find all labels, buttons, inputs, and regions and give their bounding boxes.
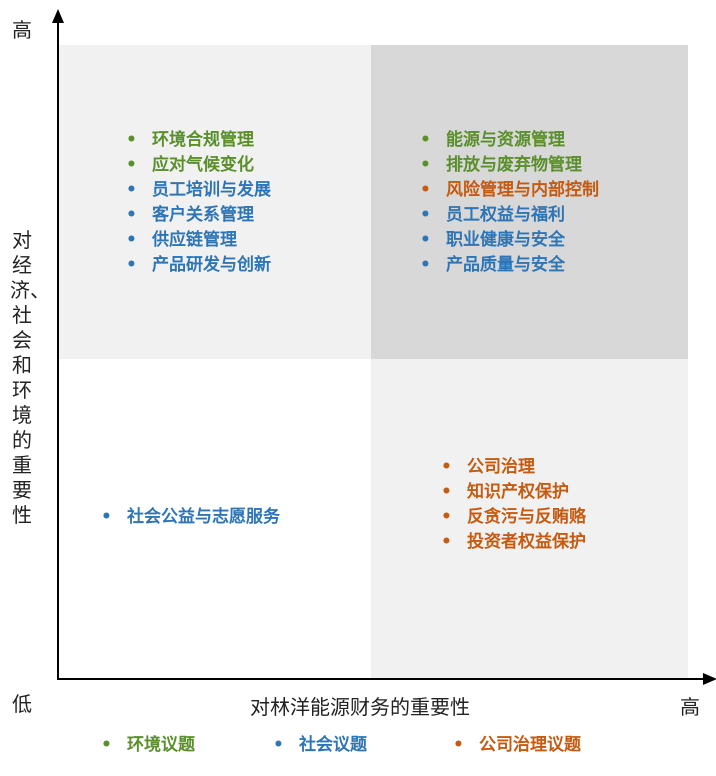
x-axis-high-label: 高 xyxy=(680,695,700,719)
y-axis-line xyxy=(57,20,59,680)
topic-label: 反贪污与反贿赂 xyxy=(467,507,586,527)
topic-item: • 环境合规管理 xyxy=(126,128,271,153)
topic-item: • 产品研发与创新 xyxy=(126,253,271,278)
legend-label: 社会议题 xyxy=(299,735,367,755)
bottom-right-topic-list: • 公司治理 • 知识产权保护 • 反贪污与反贿赂 • 投资者权益保护 xyxy=(441,455,586,555)
bullet-icon: • xyxy=(441,482,452,502)
bullet-icon: • xyxy=(126,130,137,150)
topic-label: 产品研发与创新 xyxy=(152,255,271,275)
topic-label: 员工培训与发展 xyxy=(152,180,271,200)
topic-item: • 应对气候变化 xyxy=(126,153,271,178)
x-axis-arrow-icon xyxy=(703,673,716,685)
legend-entry-gov: • 公司治理议题 xyxy=(453,730,581,755)
bullet-icon: • xyxy=(420,205,431,225)
quadrant-bottom-left xyxy=(58,359,371,679)
bullet-icon: • xyxy=(273,735,284,755)
bullet-icon: • xyxy=(420,180,431,200)
topic-item: • 供应链管理 xyxy=(126,228,271,253)
x-axis-title: 对林洋能源财务的重要性 xyxy=(250,695,470,719)
y-axis-high-label: 高 xyxy=(12,18,32,42)
bullet-icon: • xyxy=(420,230,431,250)
bullet-icon: • xyxy=(453,735,464,755)
bullet-icon: • xyxy=(126,255,137,275)
legend-entry-env: • 环境议题 xyxy=(101,730,195,755)
topic-label: 知识产权保护 xyxy=(467,482,569,502)
bullet-icon: • xyxy=(126,230,137,250)
topic-item: • 产品质量与安全 xyxy=(420,253,599,278)
topic-label: 排放与废弃物管理 xyxy=(446,155,582,175)
topic-item: • 社会公益与志愿服务 xyxy=(101,505,280,530)
x-axis-low-label: 低 xyxy=(12,692,32,716)
topic-label: 应对气候变化 xyxy=(152,155,254,175)
quadrant-bottom-right xyxy=(371,359,688,679)
y-axis-arrow-icon xyxy=(52,9,64,23)
bullet-icon: • xyxy=(420,130,431,150)
topic-label: 风险管理与内部控制 xyxy=(446,180,599,200)
legend-label: 环境议题 xyxy=(127,735,195,755)
legend-entry-social: • 社会议题 xyxy=(273,730,367,755)
topic-label: 员工权益与福利 xyxy=(446,205,565,225)
topic-label: 能源与资源管理 xyxy=(446,130,565,150)
top-left-topic-list: • 环境合规管理 • 应对气候变化 • 员工培训与发展 • 客户关系管理 • 供应链管理 • 产品研发… xyxy=(126,128,271,278)
bullet-icon: • xyxy=(420,155,431,175)
quadrant-top-right xyxy=(371,45,688,359)
legend-label: 公司治理议题 xyxy=(479,735,581,755)
x-axis-line xyxy=(57,678,705,680)
topic-label: 投资者权益保护 xyxy=(467,532,586,552)
bullet-icon: • xyxy=(101,735,112,755)
topic-item: • 员工培训与发展 xyxy=(126,178,271,203)
topic-item: • 职业健康与安全 xyxy=(420,228,599,253)
topic-item: • 风险管理与内部控制 xyxy=(420,178,599,203)
quadrant-top-left xyxy=(58,45,371,359)
topic-item: • 能源与资源管理 xyxy=(420,128,599,153)
bullet-icon: • xyxy=(126,180,137,200)
topic-label: 客户关系管理 xyxy=(152,205,254,225)
bullet-icon: • xyxy=(126,155,137,175)
topic-label: 环境合规管理 xyxy=(152,130,254,150)
topic-item: • 知识产权保护 xyxy=(441,480,586,505)
topic-item: • 客户关系管理 xyxy=(126,203,271,228)
topic-label: 公司治理 xyxy=(467,457,535,477)
bullet-icon: • xyxy=(441,507,452,527)
topic-item: • 反贪污与反贿赂 xyxy=(441,505,586,530)
topic-label: 产品质量与安全 xyxy=(446,255,565,275)
legend: • 环境议题 • 社会议题 • 公司治理议题 xyxy=(101,730,581,755)
topic-label: 职业健康与安全 xyxy=(446,230,565,250)
topic-item: • 员工权益与福利 xyxy=(420,203,599,228)
bottom-left-topic-list: • 社会公益与志愿服务 xyxy=(101,505,280,530)
topic-label: 供应链管理 xyxy=(152,230,237,250)
top-right-topic-list: • 能源与资源管理 • 排放与废弃物管理 • 风险管理与内部控制 • 员工权益与福利 • 职业健康… xyxy=(420,128,599,278)
bullet-icon: • xyxy=(420,255,431,275)
bullet-icon: • xyxy=(441,532,452,552)
topic-item: • 投资者权益保护 xyxy=(441,530,586,555)
topic-item: • 公司治理 xyxy=(441,455,586,480)
y-axis-title: 对经济、社会和环境的重要性 xyxy=(10,228,50,527)
bullet-icon: • xyxy=(126,205,137,225)
bullet-icon: • xyxy=(441,457,452,477)
topic-item: • 排放与废弃物管理 xyxy=(420,153,599,178)
bullet-icon: • xyxy=(101,507,112,527)
topic-label: 社会公益与志愿服务 xyxy=(127,507,280,527)
